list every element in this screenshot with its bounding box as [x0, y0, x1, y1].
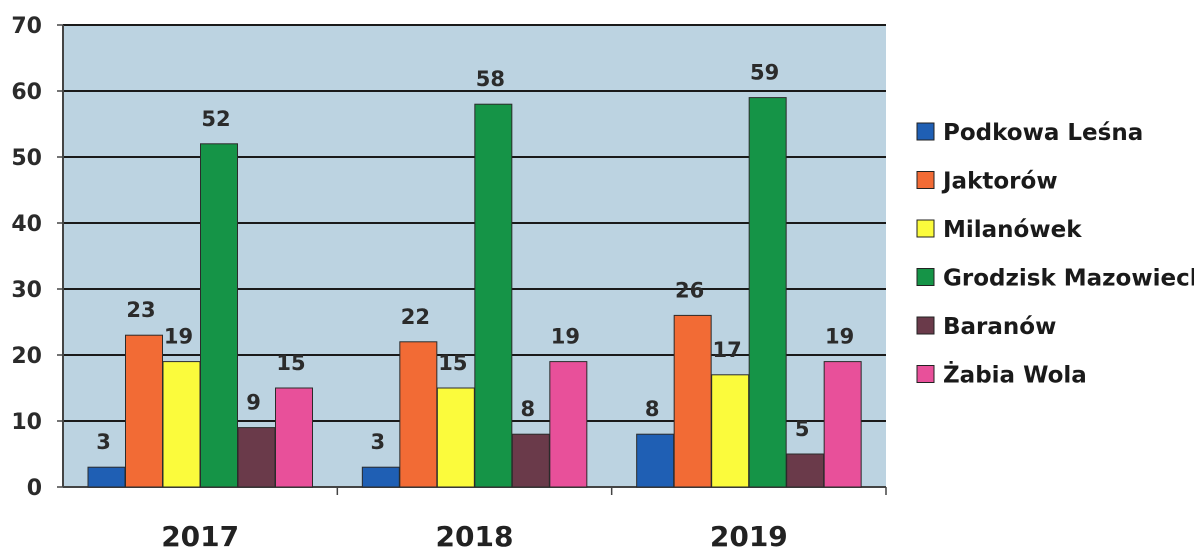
- data-label: 58: [476, 67, 505, 91]
- data-label: 8: [645, 397, 660, 421]
- x-category-label: 2019: [710, 520, 788, 553]
- legend-label: Jaktorów: [941, 169, 1058, 195]
- bar: [436, 387, 475, 488]
- bar: [200, 143, 238, 488]
- data-label: 52: [201, 107, 230, 131]
- bar: [125, 334, 163, 488]
- bar: [399, 341, 438, 488]
- x-category-label: 2018: [436, 520, 514, 553]
- data-label: 8: [521, 397, 536, 421]
- bar: [361, 466, 400, 488]
- y-tick-label: 40: [11, 212, 42, 237]
- legend-label: Podkowa Leśna: [943, 120, 1143, 146]
- data-label: 23: [126, 298, 155, 322]
- data-label: 26: [675, 278, 704, 302]
- data-label: 15: [438, 351, 467, 375]
- bar: [549, 361, 588, 488]
- bar: [823, 361, 862, 488]
- bar: [511, 433, 550, 488]
- x-category-label: 2017: [161, 520, 239, 553]
- data-label: 3: [96, 430, 111, 454]
- legend-label: Milanówek: [943, 217, 1082, 243]
- legend-label: Baranów: [943, 314, 1056, 340]
- bar: [237, 427, 276, 488]
- bar: [711, 374, 750, 488]
- legend-swatch: [916, 219, 935, 238]
- legend-label: Grodzisk Mazowiecki: [943, 266, 1194, 292]
- bar: [748, 97, 787, 488]
- bar: [786, 453, 825, 488]
- data-label: 3: [371, 430, 386, 454]
- data-label: 17: [713, 338, 742, 362]
- y-tick-label: 0: [27, 476, 42, 501]
- legend-swatch: [916, 268, 935, 286]
- data-label: 19: [825, 325, 854, 349]
- bar: [474, 103, 513, 488]
- bar: [87, 466, 126, 488]
- bar: [162, 361, 201, 488]
- data-label: 19: [551, 325, 580, 349]
- data-label: 9: [246, 391, 261, 415]
- y-tick-label: 50: [11, 146, 42, 171]
- bar: [673, 314, 712, 488]
- bar: [275, 387, 313, 488]
- y-tick-label: 30: [11, 278, 42, 303]
- y-tick-label: 60: [11, 80, 42, 105]
- data-label: 15: [276, 351, 305, 375]
- legend-swatch: [916, 365, 935, 383]
- legend-swatch: [916, 316, 935, 335]
- data-label: 19: [164, 325, 193, 349]
- bar: [636, 433, 675, 488]
- y-tick-label: 70: [11, 14, 42, 39]
- legend-label: Żabia Wola: [943, 361, 1087, 389]
- data-label: 22: [401, 305, 430, 329]
- y-tick-label: 10: [11, 410, 42, 435]
- data-label: 59: [750, 61, 779, 85]
- legend-swatch: [916, 122, 935, 141]
- y-tick-label: 20: [11, 344, 42, 369]
- data-label: 5: [795, 417, 810, 441]
- legend-swatch: [916, 171, 935, 189]
